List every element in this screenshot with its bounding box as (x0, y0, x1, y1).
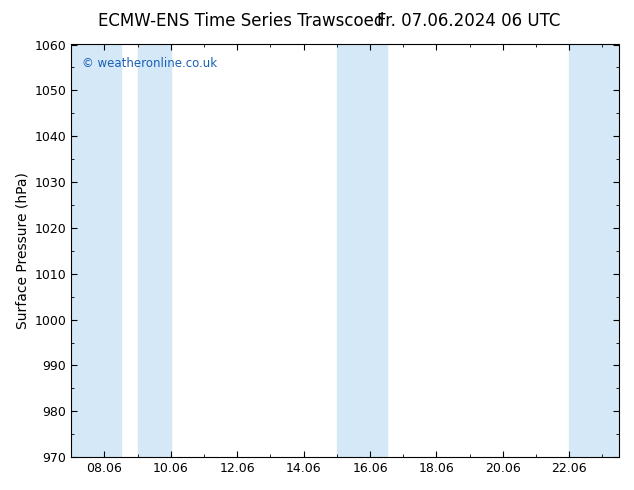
Bar (71, 45, 121, 457)
Bar (337, 45, 387, 457)
Y-axis label: Surface Pressure (hPa): Surface Pressure (hPa) (15, 172, 29, 329)
Text: ECMW-ENS Time Series Trawscoed: ECMW-ENS Time Series Trawscoed (98, 12, 384, 30)
Bar (569, 45, 619, 457)
Text: Fr. 07.06.2024 06 UTC: Fr. 07.06.2024 06 UTC (377, 12, 561, 30)
Bar (138, 45, 171, 457)
Text: © weatheronline.co.uk: © weatheronline.co.uk (82, 57, 217, 70)
